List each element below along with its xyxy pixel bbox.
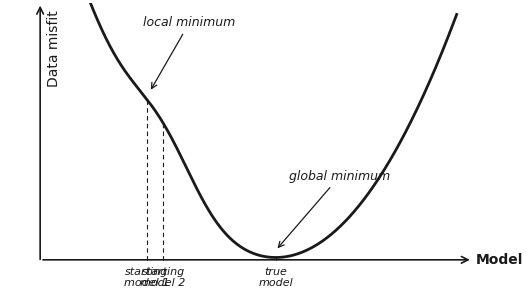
Text: true
model: true model [258, 267, 293, 288]
Text: starting
model 2: starting model 2 [140, 267, 186, 288]
Text: Model: Model [476, 253, 523, 267]
Text: Data misfit: Data misfit [47, 11, 61, 87]
Text: global minimum: global minimum [278, 170, 390, 247]
Text: local minimum: local minimum [143, 16, 236, 88]
Text: starting
model 1: starting model 1 [124, 267, 170, 288]
